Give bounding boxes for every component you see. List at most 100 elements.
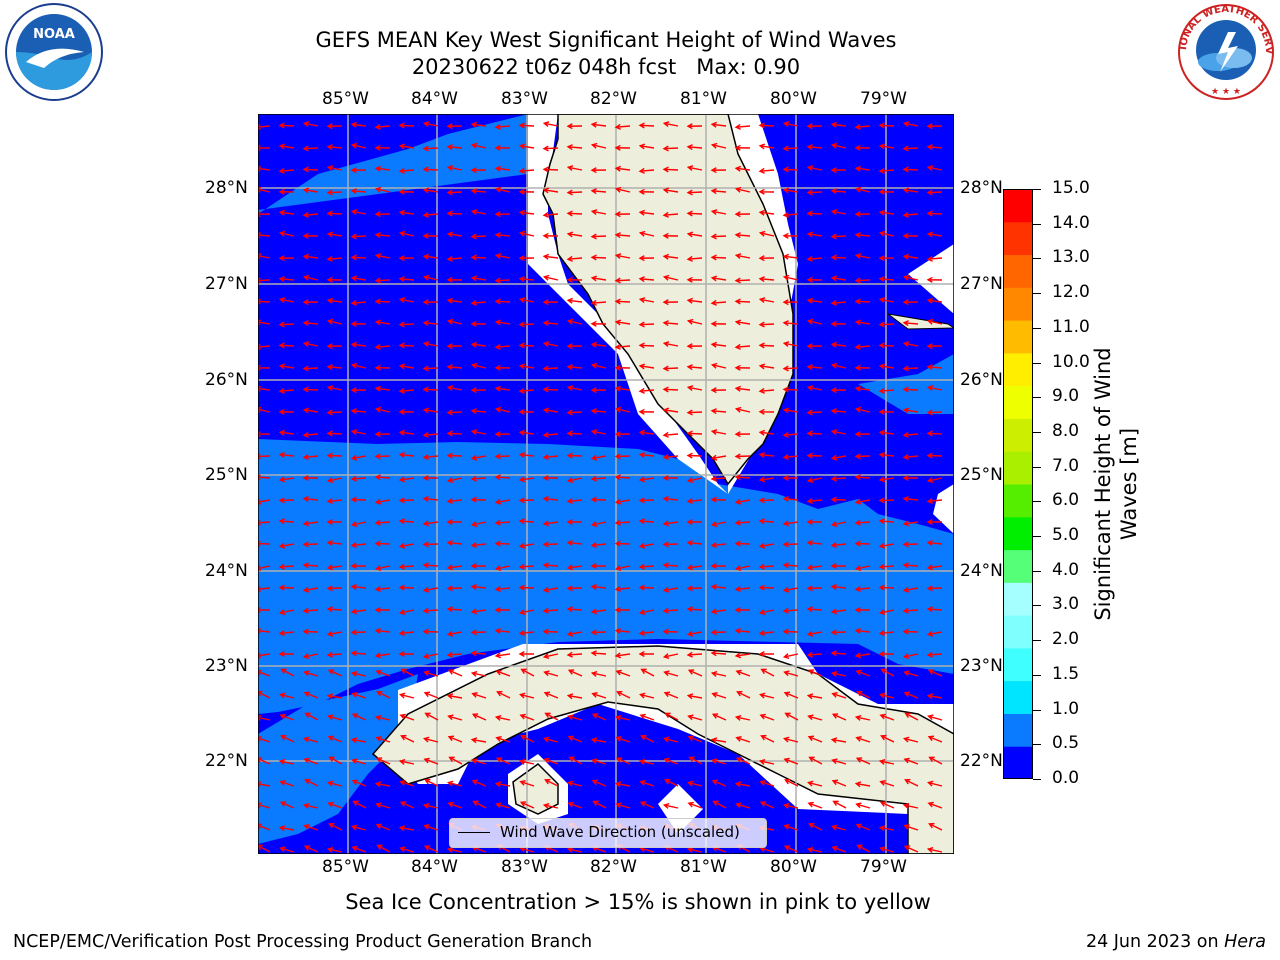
wave-direction-arrow [638, 321, 655, 328]
wave-direction-arrow [806, 123, 823, 130]
wave-direction-arrow [398, 209, 415, 216]
wave-direction-arrow [687, 735, 703, 743]
wave-direction-arrow [686, 630, 703, 637]
wave-direction-arrow [350, 341, 367, 348]
wave-direction-arrow [566, 651, 583, 658]
wave-direction-arrow [758, 276, 775, 283]
footer-date-text: 24 Jun 2023 on [1085, 932, 1225, 952]
wave-direction-arrow [302, 145, 319, 152]
footer-credit: NCEP/EMC/Verification Post Processing Pr… [13, 932, 593, 952]
wave-direction-arrow [854, 627, 871, 634]
wave-direction-arrow [926, 364, 943, 371]
wave-direction-arrow [302, 320, 319, 327]
wave-direction-arrow [686, 297, 703, 304]
wave-direction-arrow [830, 254, 847, 261]
wave-direction-arrow [830, 629, 847, 636]
lon-label-bottom: 84°W [411, 857, 458, 877]
wave-direction-arrow [904, 712, 919, 721]
wave-direction-arrow [398, 825, 415, 832]
wave-direction-arrow [638, 542, 655, 549]
wave-direction-arrow [759, 713, 775, 721]
wave-direction-arrow [758, 650, 774, 658]
wave-direction-arrow [542, 121, 559, 128]
wave-direction-arrow [784, 778, 799, 787]
wave-direction-arrow [808, 756, 823, 765]
wave-direction-arrow [926, 651, 943, 658]
wave-direction-arrow [902, 802, 919, 809]
wave-direction-arrow [518, 143, 535, 150]
ocean-mid-band [258, 114, 528, 214]
wave-direction-arrow [327, 735, 343, 743]
wave-direction-arrow [878, 476, 895, 483]
wave-direction-arrow [350, 408, 367, 415]
wave-direction-arrow [278, 650, 294, 658]
wave-direction-arrow [518, 497, 535, 504]
wave-direction-arrow [638, 122, 655, 129]
wave-direction-arrow [374, 385, 391, 392]
wave-direction-arrow [878, 563, 895, 570]
wave-direction-arrow [518, 230, 535, 237]
wave-direction-arrow [686, 276, 703, 283]
wave-direction-arrow [374, 606, 390, 614]
wave-direction-arrow [903, 845, 919, 853]
wave-direction-arrow [854, 474, 871, 481]
wave-direction-arrow [830, 583, 847, 590]
wave-direction-arrow [638, 451, 655, 458]
wave-direction-arrow [258, 844, 271, 853]
wave-direction-arrow [615, 802, 631, 809]
wave-direction-arrow [422, 736, 439, 743]
wave-direction-arrow [879, 801, 895, 809]
wave-direction-arrow [350, 737, 367, 744]
wave-direction-arrow [664, 778, 679, 787]
wave-direction-arrow [350, 167, 367, 174]
wave-direction-arrow [590, 320, 607, 327]
wave-direction-arrow [566, 452, 583, 459]
wave-direction-arrow [398, 188, 415, 195]
footer-date: 24 Jun 2023 on Hera [1086, 932, 1266, 952]
colorbar-tick-mark [1033, 640, 1041, 642]
wave-direction-arrow [423, 691, 439, 699]
wave-direction-arrow [760, 734, 775, 743]
wave-direction-arrow [782, 386, 799, 393]
wave-direction-arrow [878, 297, 895, 304]
colorbar-tick-mark [1033, 293, 1041, 295]
colorbar-tick-mark [1033, 744, 1041, 746]
wave-direction-arrow [398, 297, 415, 304]
wave-direction-arrow [568, 756, 583, 765]
wave-direction-arrow [686, 318, 703, 325]
wave-direction-arrow [758, 609, 775, 616]
wave-direction-arrow [662, 386, 679, 393]
colorbar-tick-mark [1033, 466, 1041, 468]
colorbar-tick-label: 6.0 [1052, 490, 1080, 511]
wave-direction-arrow [614, 211, 631, 218]
wave-direction-arrow [350, 121, 367, 128]
wave-direction-arrow [686, 585, 703, 592]
wave-direction-arrow [446, 430, 463, 437]
wave-direction-arrow [398, 230, 415, 237]
wave-direction-arrow [350, 188, 367, 195]
wave-direction-arrow [758, 167, 775, 174]
wave-direction-arrow [470, 454, 487, 461]
wave-direction-arrow [374, 540, 391, 547]
wave-direction-arrow [374, 431, 391, 438]
wave-direction-arrow [590, 429, 607, 436]
wave-direction-arrow [326, 123, 343, 130]
wave-direction-arrow [734, 474, 751, 481]
wave-direction-arrow [326, 564, 343, 571]
wave-direction-arrow [615, 736, 631, 743]
wave-direction-arrow [926, 210, 943, 217]
colorbar-segment [1003, 549, 1033, 583]
wave-direction-arrow [639, 713, 655, 721]
wave-direction-arrow [446, 343, 463, 350]
wave-direction-arrow [854, 211, 871, 218]
wave-direction-arrow [398, 758, 415, 765]
wave-direction-arrow [422, 211, 439, 218]
wave-direction-arrow [734, 519, 751, 526]
wave-direction-arrow [470, 142, 487, 149]
wave-direction-arrow [926, 564, 943, 571]
wave-direction-arrow [711, 692, 727, 699]
wave-direction-arrow [878, 387, 895, 394]
colorbar-tick-label: 15.0 [1052, 178, 1090, 198]
wave-direction-arrow [856, 844, 871, 853]
wave-direction-arrow [806, 385, 823, 392]
